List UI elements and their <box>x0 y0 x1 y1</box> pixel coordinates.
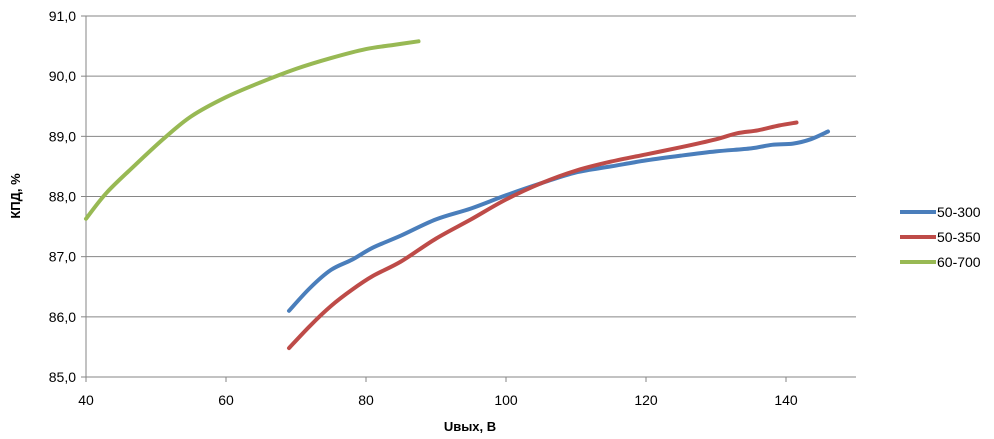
series-lines <box>84 39 830 351</box>
y-tick-label: 87,0 <box>49 249 76 265</box>
x-tick-label: 140 <box>774 392 798 408</box>
series-line-60-700 <box>84 39 421 221</box>
x-axis-label: Uвых, В <box>444 419 496 434</box>
x-tick-labels: 40 60 80 100 120 140 <box>78 377 798 408</box>
y-tick-labels: 85,0 86,0 87,0 88,0 89,0 90,0 91,0 <box>49 8 86 385</box>
legend: 50-300 50-350 60-700 <box>900 204 981 270</box>
legend-label: 50-350 <box>937 229 981 245</box>
legend-label: 50-300 <box>937 204 981 220</box>
y-tick-label: 90,0 <box>49 68 76 84</box>
y-tick-label: 89,0 <box>49 128 76 144</box>
y-tick-label: 86,0 <box>49 309 76 325</box>
x-tick-label: 100 <box>494 392 518 408</box>
x-tick-label: 40 <box>78 392 94 408</box>
gridlines <box>86 15 856 318</box>
y-tick-label: 91,0 <box>49 8 76 24</box>
series-line-50-350 <box>287 120 799 351</box>
y-axis-label: КПД, % <box>8 173 23 219</box>
x-tick-label: 120 <box>634 392 658 408</box>
series-line-50-300 <box>287 129 830 313</box>
y-tick-label: 85,0 <box>49 369 76 385</box>
y-tick-label: 88,0 <box>49 189 76 205</box>
legend-label: 60-700 <box>937 254 981 270</box>
x-tick-label: 60 <box>218 392 234 408</box>
x-tick-label: 80 <box>358 392 374 408</box>
